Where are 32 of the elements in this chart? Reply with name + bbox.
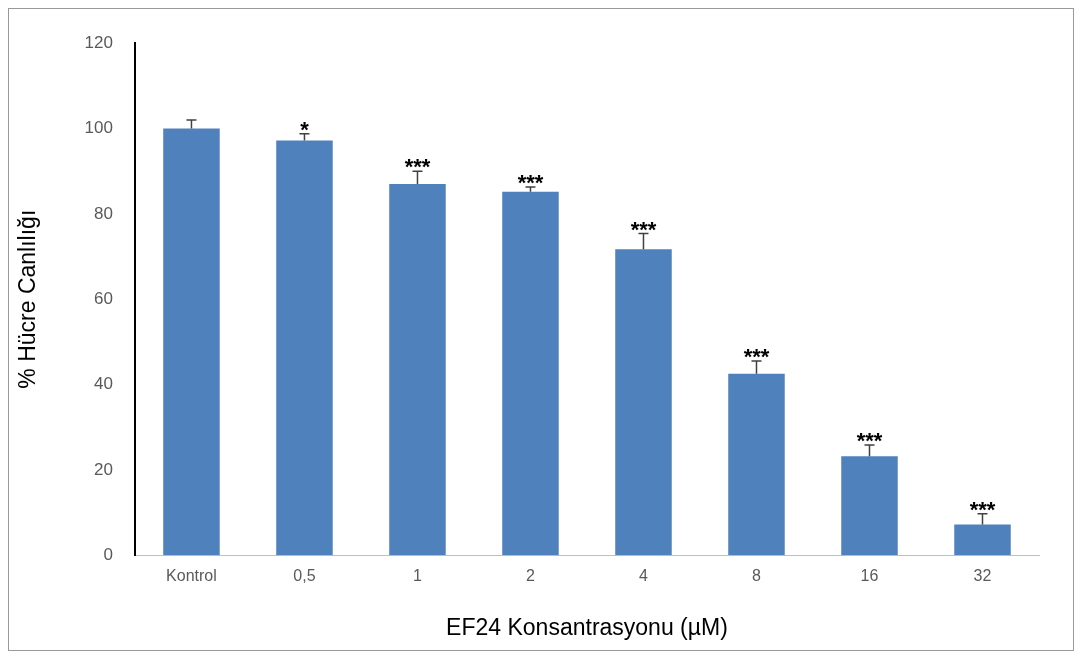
bar	[728, 373, 785, 556]
x-tick-label: 16	[860, 567, 879, 585]
x-tick-label: 8	[752, 567, 762, 585]
x-tick-label: 1	[413, 567, 423, 585]
annotation: *	[300, 116, 310, 142]
bar	[502, 191, 559, 556]
bar	[163, 128, 220, 556]
y-tick-label: 0	[103, 544, 113, 564]
bar	[276, 140, 333, 556]
y-tick-label: 120	[84, 32, 113, 52]
annotation: ***	[630, 216, 657, 242]
x-tick-label: 32	[973, 567, 992, 585]
annotation: ***	[856, 428, 883, 454]
bar	[841, 456, 898, 556]
bar	[389, 184, 446, 556]
y-tick-label: 80	[94, 203, 113, 223]
x-tick-label: Kontrol	[166, 567, 217, 585]
annotation: ***	[404, 154, 431, 180]
y-tick-label: 20	[94, 459, 113, 479]
bar	[615, 249, 672, 556]
x-tick-label: 0,5	[293, 567, 316, 585]
y-tick-label: 40	[94, 374, 113, 394]
x-tick-label: 4	[639, 567, 649, 585]
y-tick-label: 100	[84, 118, 113, 138]
y-axis-title: % Hücre Canlılığı	[14, 209, 41, 389]
y-tick-label: 60	[94, 288, 113, 308]
x-axis-title: EF24 Konsantrasyonu (µM)	[446, 613, 728, 640]
annotation: ***	[743, 344, 770, 370]
annotation: ***	[517, 170, 544, 196]
annotation: ***	[969, 496, 996, 522]
bar	[954, 524, 1011, 556]
x-tick-label: 2	[526, 567, 536, 585]
